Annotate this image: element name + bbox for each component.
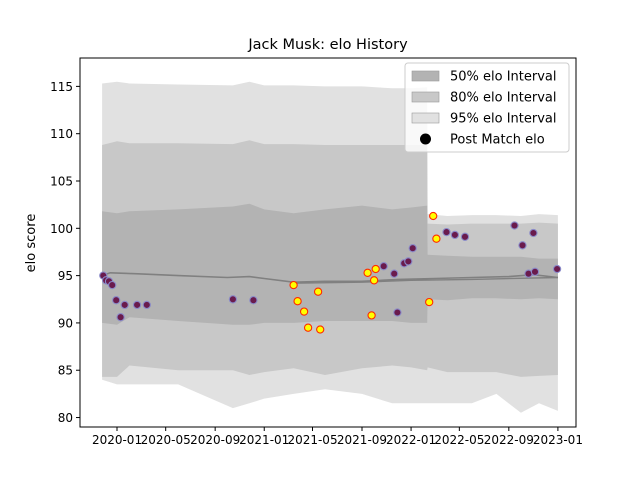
y-tick-label: 100 (50, 222, 73, 236)
legend-swatch (411, 70, 440, 82)
post-match-elo-point (450, 230, 460, 240)
y-tick-label: 110 (50, 127, 73, 141)
post-match-elo-point (249, 296, 258, 305)
chart-title: Jack Musk: elo History (247, 37, 408, 53)
x-tick-label: 2022-05 (434, 433, 484, 447)
post-match-elo-point (303, 323, 313, 332)
y-tick-label: 115 (50, 80, 73, 94)
post-match-elo-point (393, 308, 402, 317)
x-tick-label: 2020-05 (141, 433, 191, 447)
post-match-elo-point (429, 211, 438, 221)
y-tick-label: 85 (58, 364, 73, 378)
post-match-elo-point (432, 234, 441, 243)
band-50-interval (102, 203, 558, 325)
post-match-elo-point (142, 300, 151, 310)
post-match-elo-point (404, 257, 413, 266)
legend-label: 95% elo Interval (450, 112, 557, 127)
post-match-elo-point (289, 280, 298, 290)
post-match-elo-point (116, 313, 125, 322)
post-match-elo-point (425, 297, 434, 307)
post-match-elo-point (120, 300, 129, 310)
legend-label: 80% elo Interval (450, 91, 557, 106)
y-tick-label: 80 (58, 411, 73, 425)
x-tick-label: 2022-01 (386, 433, 436, 447)
x-tick-label: 2020-01 (92, 433, 142, 447)
legend-label: 50% elo Interval (450, 70, 557, 85)
x-tick-label: 2021-05 (287, 433, 337, 447)
x-tick-label: 2022-09 (484, 433, 534, 447)
y-tick-label: 90 (58, 316, 73, 330)
post-match-elo-point (367, 311, 376, 320)
post-match-elo-point (408, 244, 417, 253)
post-match-elo-point (379, 262, 388, 271)
post-match-elo-point (108, 280, 117, 290)
post-match-elo-point (529, 228, 538, 238)
y-tick-label: 105 (50, 175, 73, 189)
legend: 50% elo Interval 80% elo Interval 95% elo … (404, 62, 570, 153)
post-match-elo-point (369, 276, 379, 285)
post-match-elo-point (132, 300, 142, 310)
x-tick-label: 2021-09 (337, 433, 387, 447)
x-tick-label: 2021-01 (239, 433, 289, 447)
y-tick-label: 95 (58, 269, 73, 283)
post-match-elo-point (518, 241, 527, 250)
post-match-elo-point (530, 267, 540, 276)
legend-swatch (411, 91, 440, 103)
post-match-elo-point (552, 264, 562, 274)
post-match-elo-point (460, 232, 470, 241)
post-match-elo-point (316, 325, 325, 334)
plot-area (99, 81, 562, 413)
post-match-elo-point (299, 307, 309, 316)
axes-frame (79, 57, 577, 428)
y-axis-label: elo score (24, 214, 39, 273)
mean-elo-line (101, 271, 558, 284)
post-match-elo-point (228, 295, 238, 304)
post-match-elo-point (363, 268, 372, 277)
post-match-elo-point (293, 297, 302, 306)
legend-label: Post Match elo (450, 133, 545, 148)
post-match-elo-point (390, 269, 399, 278)
post-match-elo-point (442, 227, 451, 237)
x-tick-label: 2020-09 (190, 433, 240, 447)
post-match-elo-point (510, 221, 519, 230)
base-elo-line (293, 276, 558, 284)
legend-frame (404, 62, 570, 153)
y-axis: 80 85 90 95 100 105 110 115 (50, 80, 80, 425)
legend-swatch (411, 112, 440, 124)
post-match-elo-point (313, 287, 323, 296)
post-match-elo-point (371, 264, 380, 274)
legend-marker (420, 133, 431, 145)
x-tick-label: 2023-01 (533, 433, 583, 447)
post-match-elo-point (112, 296, 121, 305)
